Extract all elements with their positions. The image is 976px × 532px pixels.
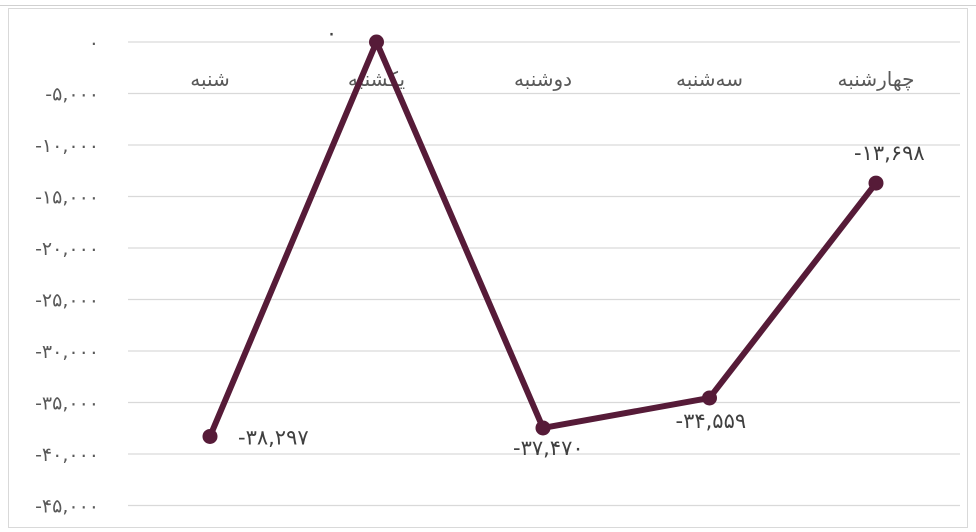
category-labels: شنبه یکشنبه دوشنبه سه‌شنبه چهارشنبه [190, 67, 914, 91]
y-tick-label: -۳۵,۰۰۰ [35, 393, 99, 415]
y-tick-label: ۰ [89, 32, 99, 54]
series-polyline [207, 39, 879, 440]
top-border [0, 0, 976, 6]
series-line [207, 39, 879, 440]
data-point [535, 420, 551, 436]
data-label: ۰ [326, 21, 337, 45]
data-point [202, 428, 218, 444]
y-axis-tick-labels: ۰ -۵,۰۰۰ -۱۰,۰۰۰ -۱۵,۰۰۰ -۲۰,۰۰۰ -۲۵,۰۰۰ -۳۰,۰… [35, 32, 99, 518]
data-label: -۳۸,۲۹۷ [238, 425, 309, 449]
data-point [868, 175, 884, 191]
y-tick-label: -۱۰,۰۰۰ [35, 135, 99, 157]
data-point [369, 34, 384, 50]
y-tick-label: -۴۵,۰۰۰ [35, 496, 99, 518]
data-label: -۱۳,۶۹۸ [854, 141, 925, 165]
y-tick-label: -۲۰,۰۰۰ [35, 238, 99, 260]
category-label: سه‌شنبه [676, 67, 743, 91]
data-label: -۳۷,۴۷۰ [513, 436, 584, 460]
data-labels: -۳۸,۲۹۷ ۰ -۳۷,۴۷۰ -۳۴,۵۵۹ -۱۳,۶۹۸ [238, 21, 925, 460]
data-label: -۳۴,۵۵۹ [676, 409, 747, 433]
y-tick-label: -۴۰,۰۰۰ [35, 444, 99, 466]
category-label: دوشنبه [514, 67, 572, 91]
category-label: شنبه [190, 67, 230, 91]
y-tick-label: -۵,۰۰۰ [45, 84, 99, 106]
category-label: چهارشنبه [838, 67, 915, 91]
data-point [702, 390, 717, 406]
y-tick-label: -۱۵,۰۰۰ [35, 187, 99, 209]
y-tick-label: -۲۵,۰۰۰ [35, 290, 99, 312]
data-points [202, 34, 884, 444]
y-tick-label: -۳۰,۰۰۰ [35, 341, 99, 363]
